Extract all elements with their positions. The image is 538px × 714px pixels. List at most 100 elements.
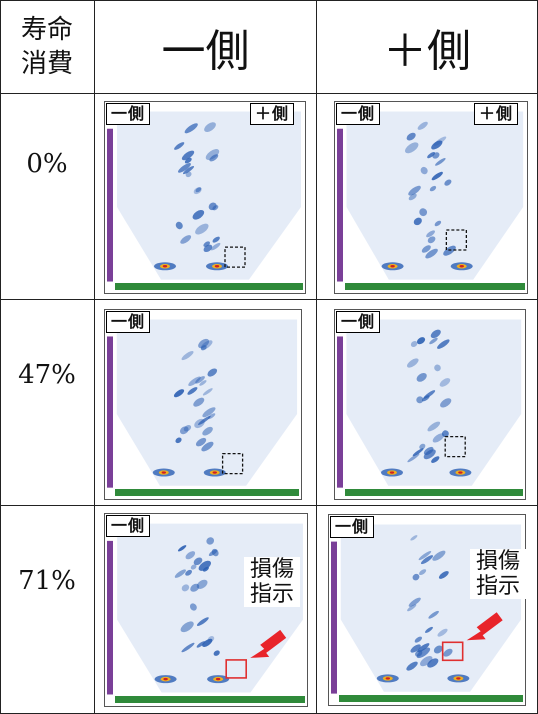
reflection-mark xyxy=(434,220,442,227)
scan-fan-area xyxy=(116,319,298,486)
reflection-mark xyxy=(202,566,209,572)
reflection-mark xyxy=(183,165,195,175)
reflection-mark xyxy=(412,573,420,581)
tag-plus-0pct-plus: ＋側 xyxy=(474,103,519,125)
reflection-mark xyxy=(410,535,418,541)
reflection-mark xyxy=(193,397,205,407)
reflection-mark xyxy=(181,150,195,161)
reflection-mark xyxy=(431,171,443,181)
reflection-mark xyxy=(192,209,205,220)
tag-minus-47pct-minus: 一側 xyxy=(106,311,151,333)
reflection-mark xyxy=(416,372,427,382)
reflection-mark xyxy=(180,235,192,244)
reflection-mark xyxy=(440,398,452,408)
scan-image-71pct-plus xyxy=(328,514,526,706)
scan-graphic xyxy=(107,523,305,703)
reflection-mark xyxy=(212,205,219,211)
tag-minus-0pct-minus: 一側 xyxy=(106,103,151,125)
reflection-mark xyxy=(185,171,192,178)
reflection-mark xyxy=(184,157,192,164)
reflection-mark xyxy=(423,449,436,460)
reflection-mark xyxy=(437,628,448,637)
reflection-mark xyxy=(407,453,420,463)
reflection-mark xyxy=(434,364,441,372)
hot-spot-right-peak xyxy=(214,265,220,268)
reflection-mark xyxy=(407,604,417,612)
reflection-mark xyxy=(441,430,449,438)
reflection-mark xyxy=(198,338,210,349)
reflection-mark xyxy=(413,217,422,226)
scan-graphic xyxy=(337,111,525,290)
depth-scale-bar xyxy=(337,336,343,488)
reflection-mark xyxy=(178,163,191,173)
header-divider xyxy=(0,93,538,94)
reflection-mark xyxy=(174,569,186,578)
reflection-mark xyxy=(185,569,192,576)
scan-graphic xyxy=(107,111,303,290)
reflection-mark xyxy=(188,376,201,387)
scan-image-0pct-minus xyxy=(104,101,306,294)
reflection-mark xyxy=(444,179,452,186)
reflection-mark xyxy=(427,152,436,159)
reflection-mark xyxy=(200,340,213,350)
reflection-mark xyxy=(438,571,449,579)
damage-pointer-arrow xyxy=(250,629,287,658)
reflection-mark xyxy=(427,658,439,668)
reflection-mark xyxy=(195,223,209,235)
reflection-mark xyxy=(425,248,438,259)
reflection-mark xyxy=(202,638,213,647)
reflection-mark xyxy=(181,584,190,592)
hot-spot-right-peak xyxy=(215,677,221,681)
position-axis-bar xyxy=(345,283,525,290)
damage-pointer-arrow xyxy=(466,612,503,641)
reflection-mark xyxy=(419,569,427,576)
reflection-mark xyxy=(408,185,421,196)
reflection-mark xyxy=(414,636,423,643)
reflection-mark xyxy=(408,597,421,607)
damage-label-line2: 指示 xyxy=(249,582,294,607)
reflection-mark xyxy=(211,548,219,557)
life-value-row-2: 47% xyxy=(18,360,76,390)
reflection-mark xyxy=(439,378,451,387)
hot-spot-left-peak xyxy=(163,677,168,681)
reflection-mark xyxy=(433,645,443,654)
reflection-mark xyxy=(421,245,431,253)
reflection-mark xyxy=(199,380,207,386)
row-divider-2 xyxy=(0,505,538,506)
scan-fan-area xyxy=(117,523,303,693)
reflection-mark xyxy=(180,621,194,633)
reflection-mark xyxy=(430,329,441,339)
damage-region-box xyxy=(225,659,247,679)
reflection-mark xyxy=(212,236,220,243)
hot-spot-left-peak xyxy=(162,265,168,268)
reflection-mark xyxy=(194,418,205,429)
tag-minus-0pct-plus: 一側 xyxy=(336,103,381,125)
damage-region-box xyxy=(441,641,464,662)
scan-graphic xyxy=(107,319,299,496)
tag-minus-71pct-minus: 一側 xyxy=(106,515,151,537)
reflection-mark xyxy=(190,583,200,592)
reflection-mark xyxy=(209,154,219,162)
reflection-mark xyxy=(416,396,424,404)
hot-spot-left-peak xyxy=(161,471,166,474)
reflection-mark xyxy=(195,437,207,447)
plus-side-header: ＋側 xyxy=(383,25,471,77)
reflection-mark xyxy=(418,550,432,561)
minus-side-header: 一側 xyxy=(161,25,250,77)
column-divider-2 xyxy=(316,0,317,714)
reflection-mark xyxy=(179,426,189,435)
reflection-mark xyxy=(203,241,210,247)
scan-fan-area xyxy=(346,319,522,486)
reflection-mark xyxy=(196,641,206,648)
column-divider-1 xyxy=(94,0,95,714)
reflection-mark xyxy=(181,351,194,361)
reflection-mark xyxy=(175,437,182,444)
scan-fan-area xyxy=(346,111,524,280)
reflection-mark xyxy=(407,358,419,368)
reflection-mark xyxy=(187,387,198,395)
depth-scale-bar xyxy=(107,128,113,282)
scan-image-71pct-minus xyxy=(104,513,308,707)
reflection-mark xyxy=(202,407,216,418)
reflection-mark xyxy=(206,537,215,545)
hot-spot-left-peak xyxy=(389,471,395,474)
